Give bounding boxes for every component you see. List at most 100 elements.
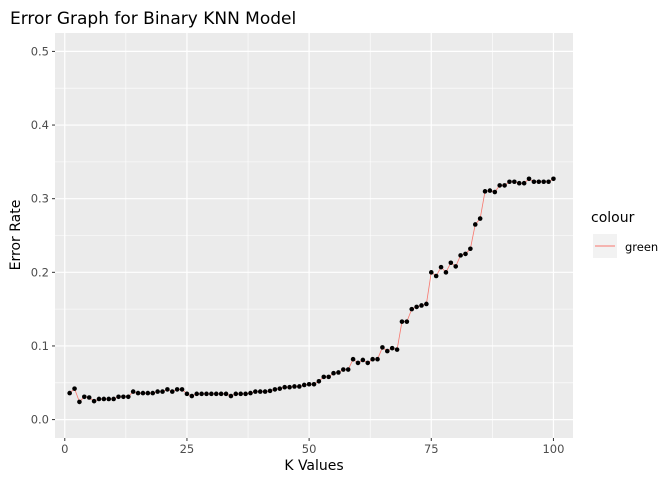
data-point xyxy=(433,273,439,279)
data-point xyxy=(174,387,180,392)
y-tick-label: 0.2 xyxy=(31,265,49,279)
data-point xyxy=(443,270,449,275)
minor-gridlines xyxy=(55,33,573,438)
x-tick-label: 50 xyxy=(302,442,317,456)
data-point xyxy=(86,395,92,400)
data-point xyxy=(536,179,542,185)
data-point xyxy=(438,264,444,270)
data-point xyxy=(453,264,459,269)
data-point xyxy=(243,391,248,397)
data-point xyxy=(531,179,537,185)
data-point xyxy=(414,304,419,310)
x-tick-label: 75 xyxy=(424,442,439,456)
data-point xyxy=(67,390,72,396)
data-point xyxy=(297,384,302,389)
data-point xyxy=(253,389,258,394)
data-point xyxy=(145,390,151,396)
data-point xyxy=(130,389,136,394)
data-point xyxy=(385,348,390,354)
y-tick-label: 0.1 xyxy=(31,339,49,353)
data-point xyxy=(502,183,507,188)
data-point xyxy=(277,386,283,391)
data-point xyxy=(526,176,532,182)
data-point xyxy=(257,389,263,394)
chart-title: Error Graph for Binary KNN Model xyxy=(10,9,296,29)
data-point xyxy=(248,390,253,396)
data-point xyxy=(106,396,112,402)
data-point xyxy=(282,384,287,390)
data-point xyxy=(272,387,278,392)
data-point xyxy=(238,391,243,397)
data-point xyxy=(428,270,434,275)
data-point xyxy=(77,399,82,405)
data-point xyxy=(546,179,551,185)
data-point xyxy=(551,176,556,182)
data-point xyxy=(463,251,468,257)
data-point xyxy=(140,390,146,396)
data-point xyxy=(541,179,546,185)
data-point xyxy=(409,306,415,312)
data-point xyxy=(287,384,292,390)
data-point xyxy=(169,389,175,394)
data-point xyxy=(482,189,488,194)
data-point xyxy=(91,398,97,404)
data-point xyxy=(492,189,498,195)
data-point xyxy=(399,319,405,324)
data-point xyxy=(341,367,346,372)
data-point xyxy=(345,367,351,372)
data-point xyxy=(82,394,87,400)
data-point xyxy=(468,246,473,252)
data-point xyxy=(326,374,331,380)
series-layer xyxy=(67,176,556,405)
data-point xyxy=(419,303,424,308)
data-point xyxy=(380,345,385,350)
data-point xyxy=(165,387,170,392)
data-point xyxy=(331,370,336,376)
data-point xyxy=(424,301,429,307)
series-line-green xyxy=(69,178,554,403)
data-point xyxy=(360,357,366,363)
data-point xyxy=(516,180,522,186)
legend: colour green xyxy=(591,210,658,258)
data-point xyxy=(267,388,273,394)
y-axis-ticks: 0.0 0.1 0.2 0.3 0.4 0.5 xyxy=(31,44,55,427)
data-point xyxy=(472,222,478,227)
data-point xyxy=(512,179,517,185)
data-point xyxy=(199,391,204,397)
data-point xyxy=(321,374,327,380)
y-tick-label: 0.5 xyxy=(31,44,49,58)
legend-label-green: green xyxy=(625,240,658,254)
data-point xyxy=(150,390,156,396)
x-tick-label: 25 xyxy=(180,442,195,456)
data-point xyxy=(336,370,341,375)
data-point xyxy=(262,389,268,394)
data-point xyxy=(116,394,121,400)
data-point xyxy=(311,381,317,387)
data-point xyxy=(223,391,229,397)
data-point xyxy=(477,216,483,221)
data-point xyxy=(184,391,190,397)
data-point xyxy=(160,389,165,394)
data-point xyxy=(155,389,160,394)
data-point xyxy=(350,356,356,362)
x-tick-label: 100 xyxy=(542,442,564,456)
major-gridlines xyxy=(55,33,573,438)
data-point xyxy=(101,396,107,402)
data-point xyxy=(96,396,102,402)
data-point xyxy=(316,379,322,384)
data-point xyxy=(233,391,239,397)
data-point xyxy=(306,381,312,387)
data-point xyxy=(375,356,380,362)
data-point xyxy=(458,253,463,258)
y-tick-label: 0.4 xyxy=(31,118,49,132)
data-point xyxy=(394,347,400,352)
x-axis-ticks: 0 25 50 75 100 xyxy=(61,438,564,456)
data-point xyxy=(126,394,131,400)
data-point xyxy=(218,391,224,397)
x-tick-label: 0 xyxy=(61,442,68,456)
data-point xyxy=(370,356,375,362)
data-point xyxy=(507,179,512,185)
data-point xyxy=(179,387,185,392)
data-point xyxy=(194,391,200,397)
